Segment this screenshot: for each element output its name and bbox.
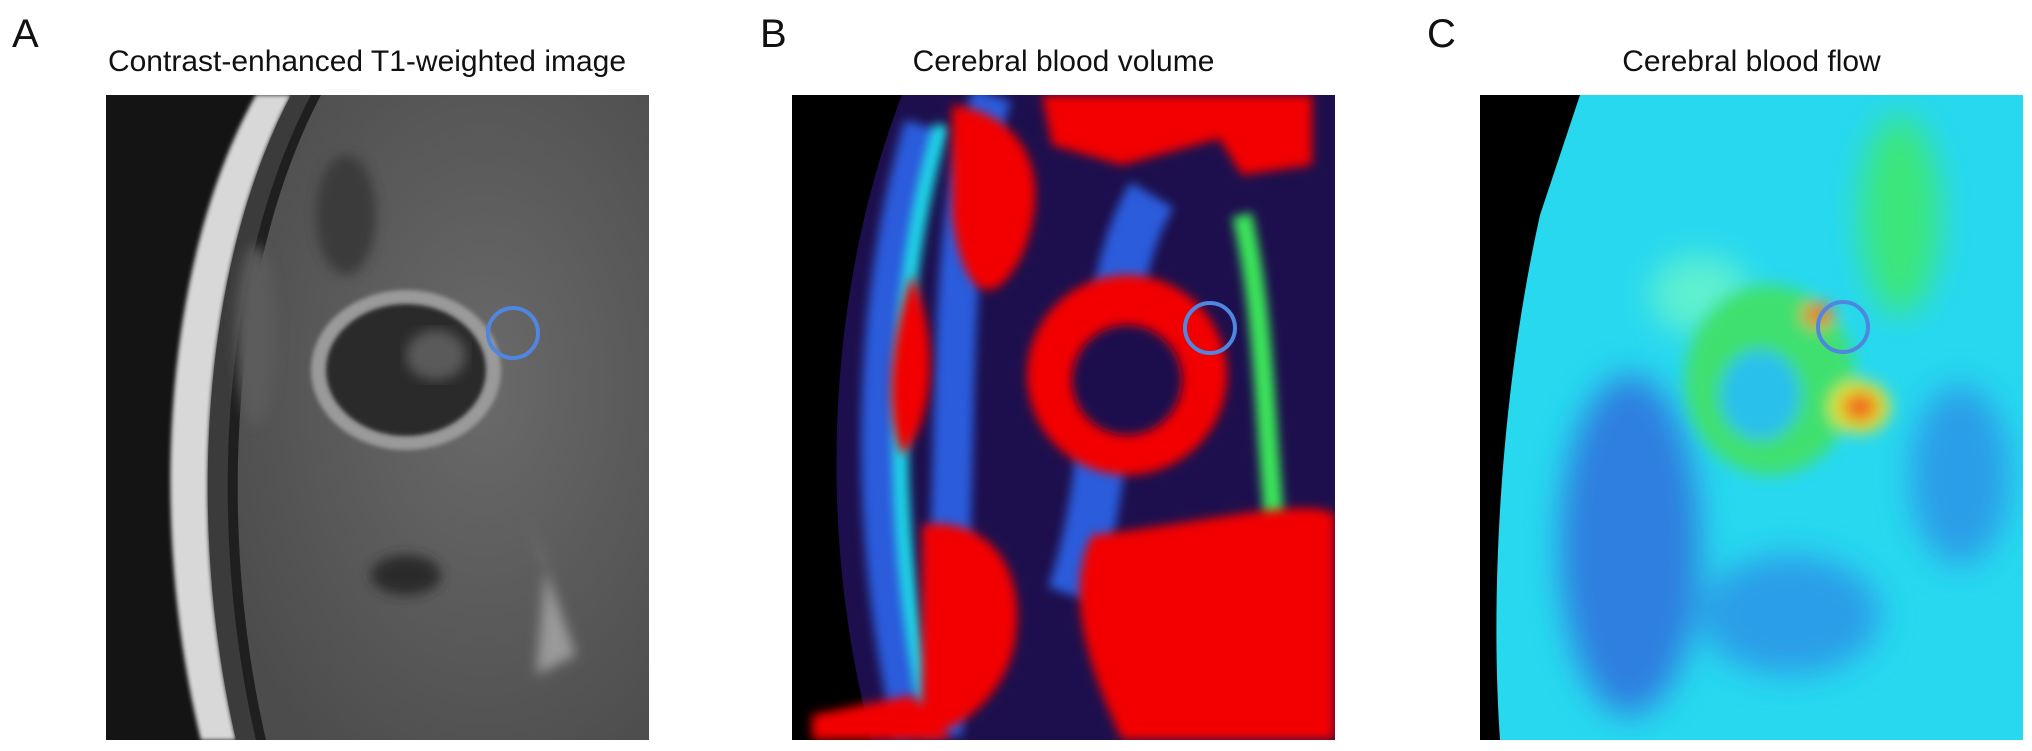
panel-c-title: Cerebral blood flow: [1622, 45, 1881, 78]
panel-a-title: Contrast-enhanced T1-weighted image: [107, 45, 627, 78]
panel-a-image: [106, 95, 649, 740]
roi-circle-a: [486, 306, 540, 360]
panel-b-title: Cerebral blood volume: [912, 45, 1215, 78]
roi-circle-c: [1816, 300, 1870, 354]
panel-b-letter: B: [760, 12, 787, 56]
panel-a-letter: A: [12, 12, 39, 56]
panel-c-image: [1480, 95, 2023, 740]
panel-c-letter: C: [1427, 12, 1456, 56]
roi-circle-b: [1183, 301, 1237, 355]
panel-b-image: [792, 95, 1335, 740]
